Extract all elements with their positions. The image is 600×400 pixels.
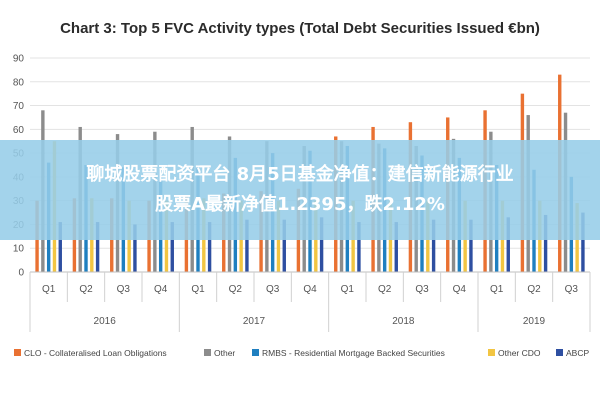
x-tick-label: Q2	[527, 284, 541, 295]
bar-abcp	[245, 219, 249, 272]
bar-abcp	[357, 222, 361, 272]
legend-swatch-rmbs	[252, 349, 259, 356]
bar-abcp	[469, 219, 473, 272]
x-tick-label: Q1	[191, 284, 205, 295]
bar-abcp	[319, 217, 324, 272]
x-tick-label: Q4	[154, 284, 168, 295]
y-tick-label: 10	[13, 244, 25, 255]
x-tick-label: Q3	[565, 284, 579, 295]
x-tick-label: Q4	[453, 284, 467, 295]
legend-label: Other CDO	[498, 348, 541, 358]
y-tick-label: 60	[13, 125, 25, 136]
year-label: 2016	[94, 316, 117, 327]
year-label: 2018	[392, 316, 415, 327]
legend-swatch-abcp	[556, 349, 563, 356]
bar-abcp	[506, 217, 510, 272]
legend: CLO - Collateralised Loan Obligations Oth…	[14, 348, 589, 358]
bar-abcp	[581, 212, 585, 272]
legend-swatch-clo	[14, 349, 21, 356]
x-tick-label: Q2	[229, 284, 243, 295]
x-tick-label: Q1	[490, 284, 504, 295]
bar-abcp	[58, 222, 62, 272]
x-tick-label: Q4	[303, 284, 317, 295]
x-tick-label: Q1	[341, 284, 355, 295]
legend-label: RMBS - Residential Mortgage Backed Secur…	[262, 348, 445, 358]
legend-swatch-other	[204, 349, 211, 356]
bar-abcp	[207, 222, 212, 272]
bar-abcp	[170, 222, 174, 272]
legend-swatch-othercdo	[488, 349, 495, 356]
y-tick-label: 90	[13, 54, 25, 65]
overlay-banner: 聊城股票配资平台 8月5日基金净值：建信新能源行业 股票A最新净值1.2395，…	[0, 140, 600, 240]
bar-abcp	[543, 214, 548, 272]
overlay-line-1: 聊城股票配资平台 8月5日基金净值：建信新能源行业	[86, 164, 514, 185]
bar-abcp	[95, 222, 100, 272]
y-tick-label: 80	[13, 77, 25, 88]
x-tick-label: Q3	[415, 284, 429, 295]
x-tick-label: Q2	[378, 284, 392, 295]
bar-abcp	[394, 222, 398, 272]
year-label: 2019	[523, 316, 546, 327]
x-tick-label: Q3	[117, 284, 131, 295]
bar-abcp	[133, 224, 137, 272]
year-label: 2017	[243, 316, 266, 327]
x-tick-label: Q1	[42, 284, 56, 295]
y-tick-label: 0	[18, 268, 24, 279]
x-axis: Q1 Q2 Q3 Q4 Q1 Q2 Q3 Q4 Q1 Q2 Q3 Q4 Q1 Q2 Q3 2016 2017 20…	[29, 271, 591, 332]
x-tick-label: Q2	[79, 284, 93, 295]
overlay-line-2: 股票A最新净值1.2395，跌2.12%	[155, 194, 445, 215]
legend-label: CLO - Collateralised Loan Obligations	[24, 348, 167, 358]
chart-title: Chart 3: Top 5 FVC Activity types (Total…	[60, 20, 540, 37]
y-tick-label: 70	[13, 101, 25, 112]
bar-abcp	[431, 219, 436, 272]
legend-label: Other	[214, 348, 235, 358]
x-tick-label: Q3	[266, 284, 280, 295]
legend-label: ABCP	[566, 348, 589, 358]
bar-abcp	[282, 219, 286, 272]
